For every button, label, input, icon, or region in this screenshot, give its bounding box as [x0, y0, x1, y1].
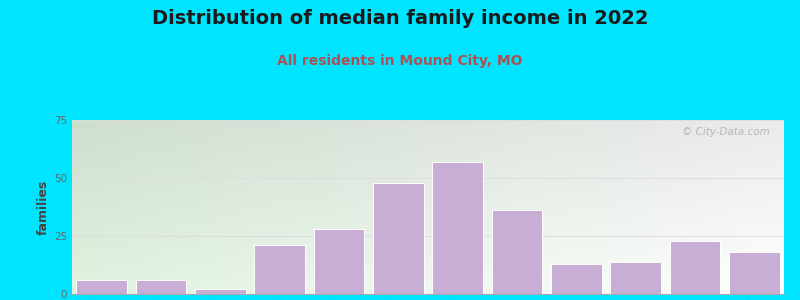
Text: Distribution of median family income in 2022: Distribution of median family income in …: [152, 9, 648, 28]
Bar: [610, 262, 661, 294]
Bar: [492, 211, 542, 294]
Bar: [551, 264, 602, 294]
Text: © City-Data.com: © City-Data.com: [682, 127, 770, 137]
Bar: [136, 280, 186, 294]
Bar: [729, 252, 779, 294]
Bar: [670, 241, 720, 294]
Y-axis label: families: families: [37, 179, 50, 235]
Bar: [314, 229, 364, 294]
Bar: [195, 290, 246, 294]
Text: All residents in Mound City, MO: All residents in Mound City, MO: [278, 54, 522, 68]
Bar: [373, 183, 423, 294]
Bar: [254, 245, 305, 294]
Bar: [77, 280, 127, 294]
Bar: [433, 162, 483, 294]
